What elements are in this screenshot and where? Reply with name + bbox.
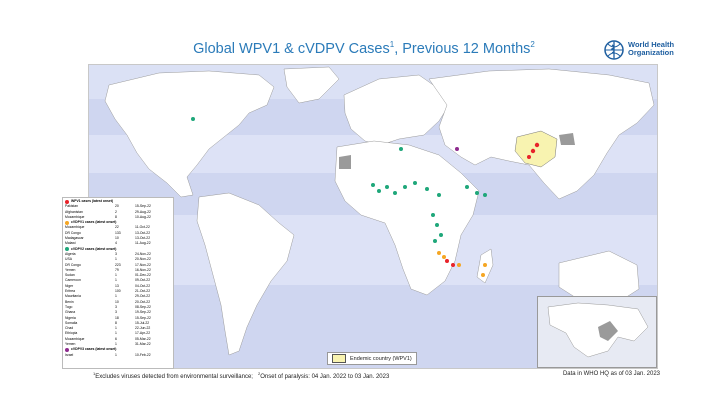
cvdpv2-marker [413,181,417,185]
cvdpv2-marker [483,193,487,197]
wpv1-marker [451,263,455,267]
legend-row: Cameroon 1 09-Oct-22 [65,278,151,283]
cvdpv1-case-markers [437,251,487,277]
data-as-of: Data in WHO HQ as of 03 Jan. 2023 [562,371,660,377]
legend-row: Eritrea 100 21-Oct-22 [65,289,151,294]
cvdpv1-marker [481,273,485,277]
inset-land [547,302,649,358]
cvdpv1-marker [483,263,487,267]
endemic-legend: Endemic country (WPV1) [327,352,417,365]
world-map-svg [89,65,657,356]
legend-row: Sudan 1 01-Dec-22 [65,273,151,278]
legend-row: Somalia 8 15-Jul-22 [65,320,150,325]
legend-wpv1-heading: WPV1 cases (latest onset) [65,199,171,204]
cvdpv1-marker [457,263,461,267]
legend-row: DR Congo 133 13-Oct-22 [65,230,151,235]
cvdpv2-marker [399,147,403,151]
legend-row: Benin 10 20-Oct-22 [65,299,151,304]
inset-map-svg [547,302,649,358]
cvdpv2-marker [433,239,437,243]
cvdpv2-marker [403,185,407,189]
endemic-label: Endemic country (WPV1) [350,355,412,362]
cvdpv2-marker [377,189,381,193]
legend-row: Malawi 4 11-Aug-22 [65,241,151,246]
cvdpv2-marker [385,185,389,189]
cvdpv3-marker [455,147,459,151]
wpv1-marker [530,148,536,154]
legend-row: Madagascar 10 13-Oct-22 [65,236,151,241]
cvdpv2-marker [475,191,479,195]
cvdpv2-dot-icon [65,247,69,252]
map-title: Global WPV1 & cVDPV Cases1, Previous 12 … [193,40,535,57]
legend-cvdpv2-heading: cVDPV2 cases (latest onset) [65,247,171,252]
cvdpv2-marker [431,213,435,217]
inset-map [537,296,657,368]
cvdpv2-marker [425,187,429,191]
cvdpv1-marker [437,251,441,255]
cvdpv2-marker [439,233,443,237]
legend-row: Niger 13 04-Oct-22 [65,283,151,288]
cvdpv2-marker [437,193,441,197]
legend-row: Ethiopia 1 17-Apr-22 [65,331,151,336]
wpv1-case-markers [445,142,540,267]
endemic-swatch-icon [332,354,346,363]
legend-row: Mauritania 1 29-Oct-22 [65,294,151,299]
world-map[interactable] [88,64,658,369]
who-org-name: World Health Organization [628,40,675,57]
footnote: 1Excludes viruses detected from environm… [93,371,390,380]
cvdpv2-marker [465,185,469,189]
legend-row: Nigeria 18 15-Sep-22 [65,315,151,320]
cvdpv3-dot-icon [65,347,69,352]
wpv1-marker [527,155,531,159]
legend-cvdpv1-heading: cVDPV1 cases (latest onset) [65,220,171,225]
wpv1-marker [445,259,449,263]
cvdpv2-marker [435,223,439,227]
legend-row: Togo 3 08-Sep-22 [65,304,151,309]
who-emblem-icon [604,40,624,60]
inset-grey-area [598,321,618,341]
legend-row: Algeria 3 24-Nov-22 [65,251,151,256]
cvdpv2-marker [393,191,397,195]
cvdpv2-marker [371,183,375,187]
wpv1-dot-icon [65,199,69,204]
south-america [196,192,295,356]
legend-row: Israel 1 10-Feb-22 [65,352,151,357]
legend-row: Mozambique 22 11-Oct-22 [65,225,150,230]
legend-row: Afghanistan 2 29-Aug-22 [65,209,151,214]
cvdpv1-dot-icon [65,220,69,225]
legend-row: Yemen 79 16-Nov-22 [65,267,151,272]
not-applicable-area-east [559,133,575,145]
endemic-region[interactable] [514,130,558,168]
map-legend: WPV1 cases (latest onset) Pakistan 20 15-S… [62,197,174,369]
who-logo: World Health Organization [602,38,692,64]
legend-row: Yemen 1 31-Mar-22 [65,342,151,347]
legend-cvdpv3-heading: cVDPV3 cases (latest onset) [65,347,171,352]
legend-row: USA 1 20-Nov-22 [65,257,151,262]
legend-row: Ghana 3 19-Sep-22 [65,310,151,315]
legend-row: Pakistan 20 15-Sep-22 [65,204,151,209]
north-america [104,70,275,198]
cvdpv2-marker [191,117,195,121]
legend-row: Mozambique 8 10-Aug-22 [65,214,151,219]
greenland [283,66,340,104]
legend-row: DR Congo 223 17-Nov-22 [65,262,151,267]
not-applicable-area [339,155,351,169]
legend-row: Chad 1 22-Jun-22 [65,326,151,331]
cvdpv1-marker [442,255,446,259]
cvdpv2-case-markers [191,117,487,243]
legend-row: Mozambique 6 05-Mar-22 [65,336,151,341]
europe [343,74,450,146]
wpv1-marker [534,142,540,148]
